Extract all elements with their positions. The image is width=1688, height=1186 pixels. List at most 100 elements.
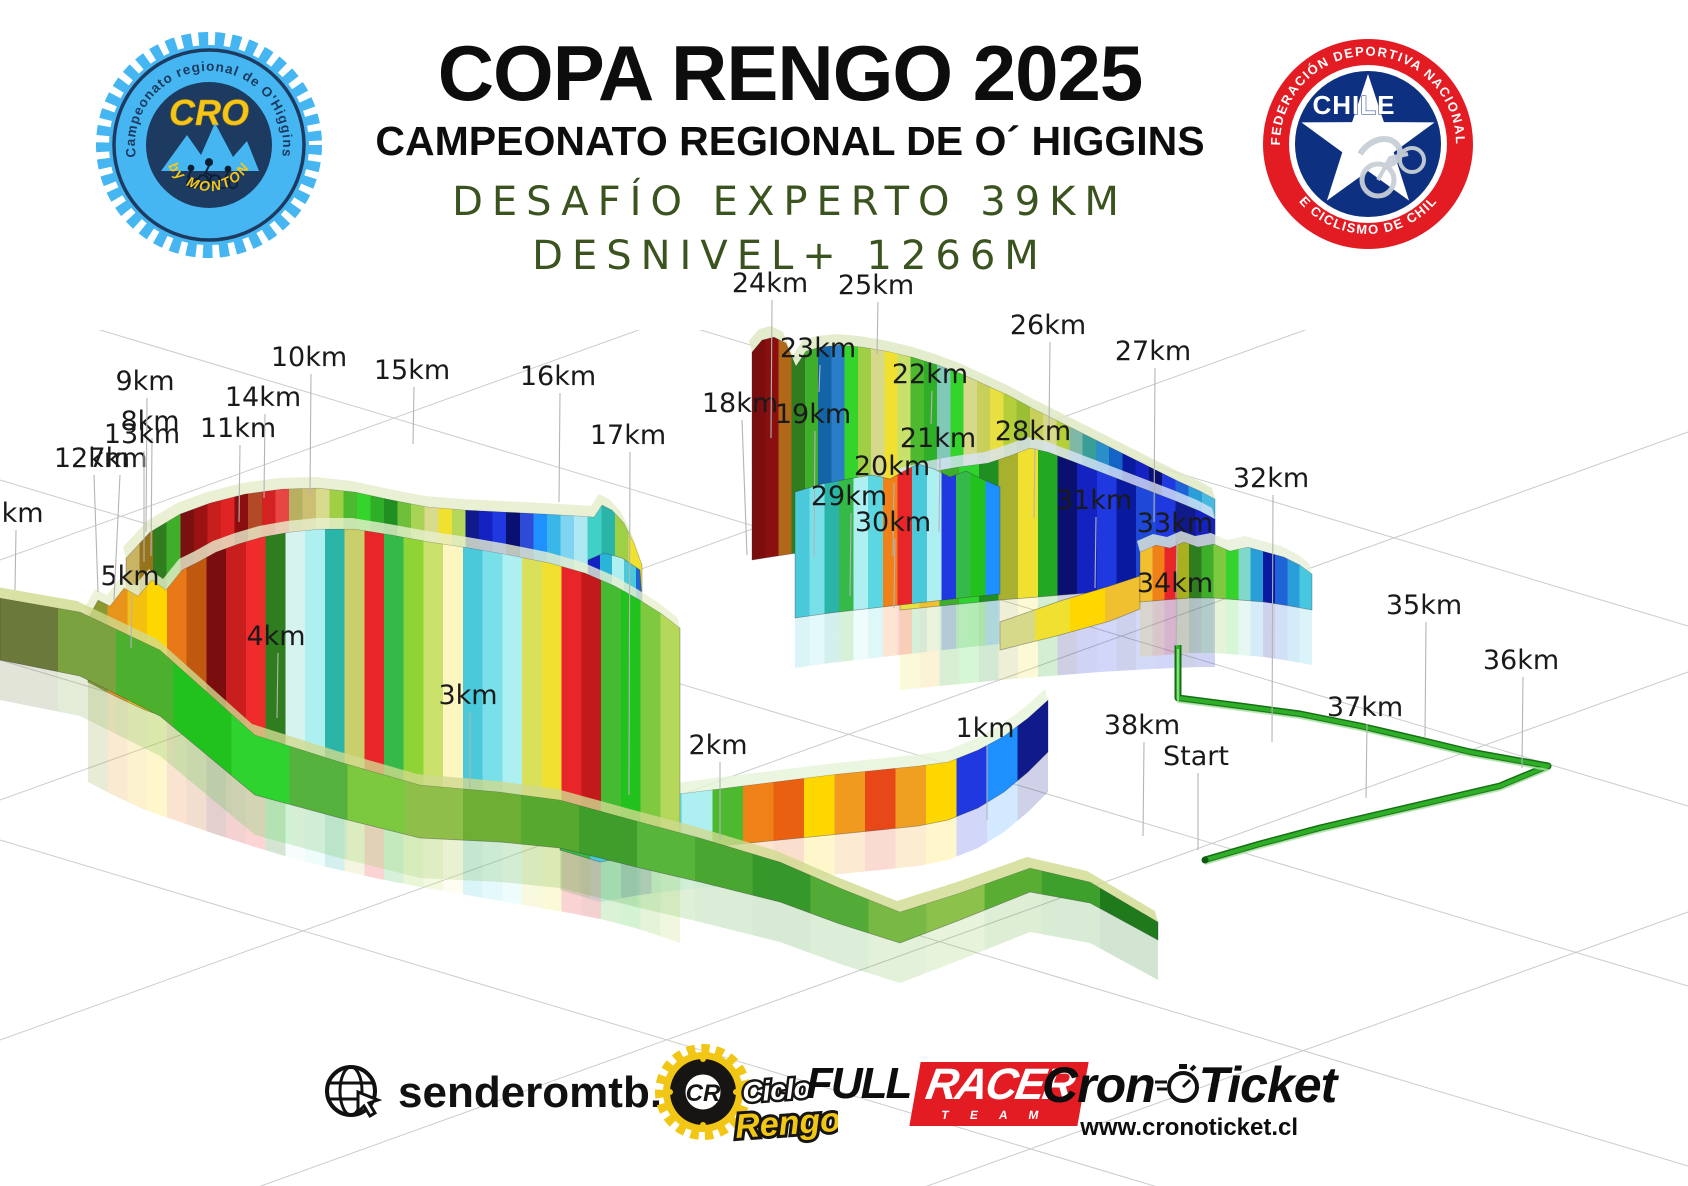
ciclorengo-monogram: CR <box>686 1080 721 1107</box>
ribbon-wedge34 <box>999 575 1141 651</box>
km-label-21km: 21km <box>900 423 976 454</box>
km-leader-10km <box>309 373 312 495</box>
header: COPA RENGO 2025 CAMPEONATO REGIONAL DE O… <box>330 34 1250 279</box>
cro-badge-logo: Campeonato regional de O'Higgins CRO by … <box>96 32 322 258</box>
km-label-13km: 13km <box>104 419 180 450</box>
star-icon <box>1301 74 1435 201</box>
km-leader-14km <box>263 413 266 499</box>
cyclist-icon <box>1357 136 1426 199</box>
km-label-9km: 9km <box>115 366 174 397</box>
km-label-14km: 14km <box>225 382 301 413</box>
route-return-line <box>1176 645 1550 862</box>
km-label-26km: 26km <box>1010 310 1086 341</box>
km-leader-21km <box>938 454 941 533</box>
km-label-5km: 5km <box>100 561 159 592</box>
km-leader-16km <box>558 392 561 503</box>
km-label-24km: 24km <box>732 268 808 299</box>
km-label-31km: 31km <box>1056 485 1132 516</box>
km-leader-30km <box>893 538 896 609</box>
km-leader-19km <box>813 430 816 559</box>
km-leader-27km <box>1153 367 1156 523</box>
route-return-highlight <box>1177 649 1552 865</box>
km-leader-26km <box>1048 341 1051 431</box>
challenge-text: DESAFÍO EXPERTO 39KM <box>452 179 1128 225</box>
ciclorengo-line1: Ciclo <box>741 1072 811 1108</box>
km-label-20km: 20km <box>854 451 930 482</box>
km-leader-9km <box>145 397 148 533</box>
sponsor-fullracer: FULL RACER T E A M <box>806 1059 1090 1126</box>
km-label-25km: 25km <box>838 270 914 301</box>
km-label-7km: 7km <box>88 443 147 474</box>
km-leader-15km <box>412 386 415 445</box>
federation-country: CHILE <box>1313 90 1396 120</box>
km-leader-4km <box>276 652 279 719</box>
cursor-icon <box>356 1089 383 1119</box>
km-labels: Start 1km 2km 3km 4km 5km 6km 7km 8km 9km 10km 11km… <box>0 268 1559 850</box>
ribbon-cap-rightfront <box>897 437 1215 519</box>
km-label-2km: 2km <box>688 730 747 761</box>
km-leader-24km <box>770 299 773 439</box>
km-leader-29km <box>849 512 852 597</box>
km-leader-17km <box>628 451 631 796</box>
ciclorengo-gear-icon: CR <box>655 1044 751 1140</box>
km-label-17km: 17km <box>590 420 666 451</box>
cyclists-icon <box>186 158 238 189</box>
km-label-35km: 35km <box>1386 590 1462 621</box>
federation-logo: FEDERACIÓN DEPORTIVA NACIONAL DE CICLISM… <box>1263 39 1473 249</box>
km-leader-37km <box>1365 723 1368 799</box>
route-end-cap <box>1201 856 1209 864</box>
km-leader-6km <box>14 529 17 591</box>
globe-icon <box>325 1065 383 1119</box>
km-leader-34km <box>1175 599 1178 647</box>
km-label-11km: 11km <box>200 413 276 444</box>
km-label-30km: 30km <box>855 507 931 538</box>
km-label-15km: 15km <box>374 355 450 386</box>
cro-acronym: CRO <box>169 92 249 133</box>
km-leader-32km <box>1271 494 1274 743</box>
sponsor-cronoticket: Cron Ticket www.cronoticket.cl <box>1042 1056 1337 1142</box>
ribbon-frontfront <box>794 463 1001 619</box>
ribbon-cap-frontridge <box>85 518 680 628</box>
km-leader-12km <box>93 474 99 593</box>
km-label-19km: 19km <box>775 399 851 430</box>
km-leader-33km <box>1175 539 1178 599</box>
km-label-33km: 33km <box>1137 508 1213 539</box>
km-label-10km: 10km <box>271 342 347 373</box>
km-label-36km: 36km <box>1483 645 1559 676</box>
km-label-1km: 1km <box>955 713 1014 744</box>
km-leader-25km <box>876 301 879 355</box>
km-leader-22km <box>930 390 933 425</box>
page-subtitle: CAMPEONATO REGIONAL DE O´ HIGGINS <box>375 118 1205 164</box>
reflection-ridge3334 <box>1140 598 1312 665</box>
km-label-16km: 16km <box>520 361 596 392</box>
km-label-38km: 38km <box>1104 710 1180 741</box>
km-leader-5km <box>130 592 133 649</box>
fullracer-part1: FULL <box>806 1059 912 1108</box>
stopwatch-icon <box>1154 1064 1199 1103</box>
km-label-22km: 22km <box>892 359 968 390</box>
km-leader-11km <box>238 444 241 523</box>
km-label-8km: 8km <box>120 406 179 437</box>
km-label-28km: 28km <box>995 416 1071 447</box>
km-label-12km: 12km <box>54 443 130 474</box>
km-leader-18km <box>741 419 748 556</box>
km-label-6km: 6km <box>0 498 44 529</box>
km-leader-20km <box>892 482 895 557</box>
km-label-23km: 23km <box>780 333 856 364</box>
mountains-icon <box>161 123 259 171</box>
senderomtb-label: senderomtb.cl <box>398 1068 699 1117</box>
km-leader-36km <box>1521 676 1524 769</box>
km-leader-8km <box>150 437 153 557</box>
cronoticket-part1: Cron <box>1042 1057 1156 1113</box>
ribbon-cap-startband <box>0 587 1158 922</box>
km-label-37km: 37km <box>1327 692 1403 723</box>
cronoticket-url: www.cronoticket.cl <box>1080 1114 1299 1141</box>
ribbon-cap-crown <box>123 477 642 565</box>
route-return-shadow <box>1174 645 1552 864</box>
reflection-frontfront <box>795 594 1000 668</box>
km-label-29km: 29km <box>811 481 887 512</box>
sponsor-ciclorengo: CR Ciclo Rengo <box>648 1040 845 1163</box>
km-label-3km: 3km <box>438 680 497 711</box>
sponsor-row: senderomtb.cl CR Ciclo Rengo FULL <box>0 1040 1688 1160</box>
